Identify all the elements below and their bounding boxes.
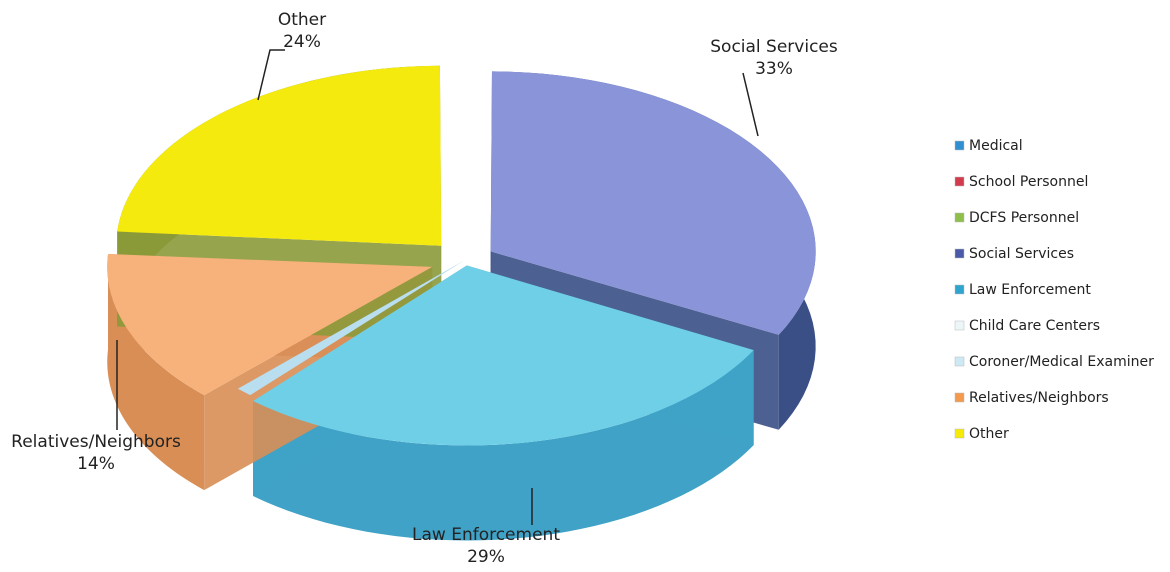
- leader-lines: [116, 49, 759, 525]
- legend-label-social-services: Social Services: [969, 246, 1074, 262]
- pie-tops: [107, 65, 816, 446]
- legend-swatch-social-services: [954, 248, 965, 259]
- legend-item-law-enforcement: Law Enforcement: [954, 282, 1091, 298]
- legend-item-social-services: Social Services: [954, 246, 1074, 262]
- legend-swatch-coroner-medical-examiner: [954, 356, 965, 367]
- legend-item-dcfs-personnel: DCFS Personnel: [954, 210, 1079, 226]
- slice-label-name-other: Other: [278, 10, 326, 30]
- leader-line-social-services: [742, 72, 759, 137]
- legend-swatch-relatives-neighbors: [954, 392, 965, 403]
- slice-label-value-law-enforcement: 29%: [467, 547, 505, 567]
- legend-label-child-care-centers: Child Care Centers: [969, 318, 1100, 334]
- legend-item-coroner-medical-examiner: Coroner/Medical Examiner: [954, 354, 1154, 370]
- legend-item-other: Other: [954, 426, 1009, 442]
- legend-swatch-school-personnel: [954, 176, 965, 187]
- legend-item-medical: Medical: [954, 138, 1023, 154]
- legend-label-school-personnel: School Personnel: [969, 174, 1088, 190]
- slice-side-relatives-neighbors: [107, 254, 205, 491]
- slice-label-value-social-services: 33%: [755, 59, 793, 79]
- legend-swatch-medical: [954, 140, 965, 151]
- slice-law-enforcement: [253, 265, 754, 446]
- legend-item-relatives-neighbors: Relatives/Neighbors: [954, 390, 1109, 406]
- legend: Medical School Personnel DCFS Personnel Soc…: [954, 138, 1154, 442]
- slice-label-name-relatives-neighbors: Relatives/Neighbors: [11, 432, 181, 452]
- leader-line-other: [257, 49, 285, 101]
- legend-label-medical: Medical: [969, 138, 1023, 154]
- legend-swatch-child-care-centers: [954, 320, 965, 331]
- slice-label-name-law-enforcement: Law Enforcement: [412, 525, 560, 545]
- legend-label-dcfs-personnel: DCFS Personnel: [969, 210, 1079, 226]
- legend-swatch-law-enforcement: [954, 284, 965, 295]
- slice-label-value-relatives-neighbors: 14%: [77, 454, 115, 474]
- slice-label-value-other: 24%: [283, 32, 321, 52]
- legend-label-coroner-medical-examiner: Coroner/Medical Examiner: [969, 354, 1154, 370]
- legend-swatch-dcfs-personnel: [954, 212, 965, 223]
- slice-side-law-enforcement: [253, 350, 754, 541]
- legend-label-law-enforcement: Law Enforcement: [969, 282, 1091, 298]
- slice-relatives-neighbors: [107, 254, 433, 396]
- legend-swatch-other: [954, 428, 965, 439]
- slice-coroner-medical-examiner: [237, 260, 465, 396]
- slice-label-name-social-services: Social Services: [710, 37, 838, 57]
- legend-item-school-personnel: School Personnel: [954, 174, 1088, 190]
- slice-other: [117, 65, 442, 246]
- legend-label-relatives-neighbors: Relatives/Neighbors: [969, 390, 1109, 406]
- slice-social-services: [490, 71, 816, 335]
- legend-label-other: Other: [969, 426, 1009, 442]
- legend-item-child-care-centers: Child Care Centers: [954, 318, 1100, 334]
